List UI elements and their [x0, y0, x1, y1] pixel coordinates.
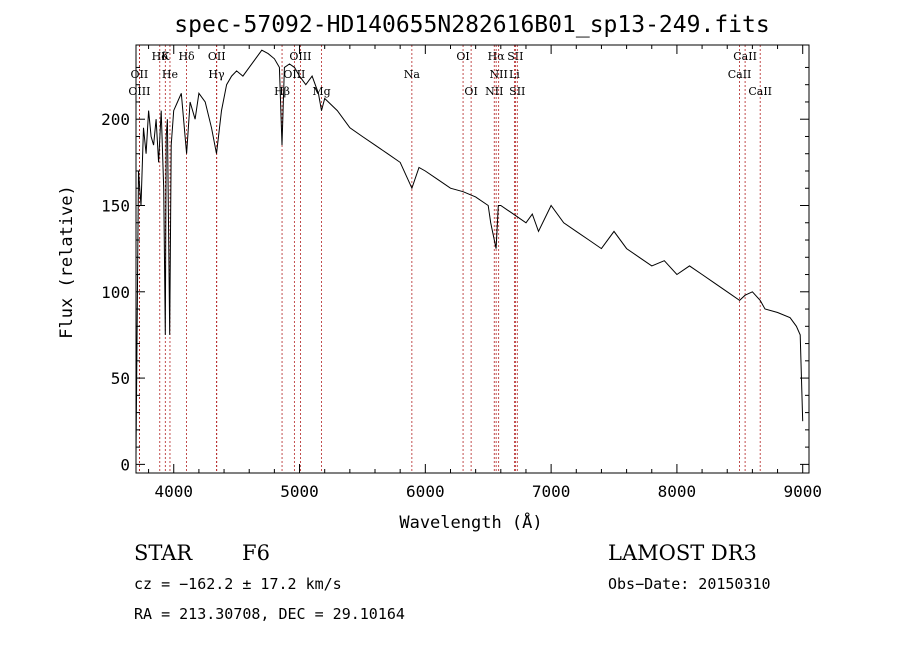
x-tick-label: 7000 — [532, 482, 571, 501]
axis-ticks: 4000 5000 6000 7000 8000 9000 0 50 100 150 200 — [101, 45, 822, 501]
y-tick-label: 150 — [101, 197, 130, 216]
spectrum-line — [135, 49, 804, 456]
y-tick-label: 200 — [101, 110, 130, 129]
line-marker-label: NII — [490, 68, 508, 81]
x-tick-label: 4000 — [154, 482, 193, 501]
x-tick-label: 8000 — [658, 482, 697, 501]
x-tick-label: 9000 — [783, 482, 822, 501]
line-marker-label: OIII — [289, 50, 311, 63]
line-marker-label: K — [161, 50, 170, 63]
line-marker-label: CaII — [728, 68, 752, 81]
line-marker-label: SII — [507, 50, 523, 63]
line-marker-label: CaII — [748, 85, 772, 98]
line-marker-label: Hα — [488, 50, 506, 63]
obs-date-text: Obs−Date: 20150310 — [608, 575, 771, 593]
line-marker-label: Hβ — [274, 85, 290, 98]
line-marker-label: Hδ — [152, 50, 169, 63]
plot-frame — [135, 44, 810, 474]
line-marker-label: NII — [485, 85, 503, 98]
line-marker-label: OIII — [128, 85, 150, 98]
object-class: STAR — [134, 541, 193, 565]
line-marker-label: Hδ — [178, 50, 195, 63]
line-marker-label: Na — [404, 68, 421, 81]
line-marker-label: CaII — [733, 50, 757, 63]
line-marker-label: OI — [456, 50, 469, 63]
radec-text: RA = 213.30708, DEC = 29.10164 — [134, 605, 405, 623]
object-subclass: F6 — [242, 541, 270, 565]
y-axis-label: Flux (relative) — [57, 185, 77, 339]
line-marker-label: He — [162, 68, 178, 81]
y-tick-label: 0 — [120, 455, 130, 474]
y-tick-label: 100 — [101, 283, 130, 302]
redshift-text: cz = −162.2 ± 17.2 km/s — [134, 575, 342, 593]
line-marker-label: OII — [208, 50, 226, 63]
line-marker-label: Mg — [312, 85, 330, 98]
x-axis-label: Wavelength (Å) — [399, 511, 542, 533]
y-tick-label: 50 — [111, 369, 130, 388]
chart-title: spec-57092-HD140655N282616B01_sp13-249.f… — [174, 12, 769, 38]
survey-name: LAMOST DR3 — [608, 541, 757, 565]
line-marker-label: Hγ — [208, 68, 225, 81]
line-marker-label: OIII — [283, 68, 305, 81]
x-tick-label: 6000 — [406, 482, 445, 501]
line-marker-label: SII — [509, 85, 525, 98]
line-marker-label: Li — [509, 68, 520, 81]
line-marker-label: OI — [464, 85, 477, 98]
x-tick-label: 5000 — [280, 482, 319, 501]
